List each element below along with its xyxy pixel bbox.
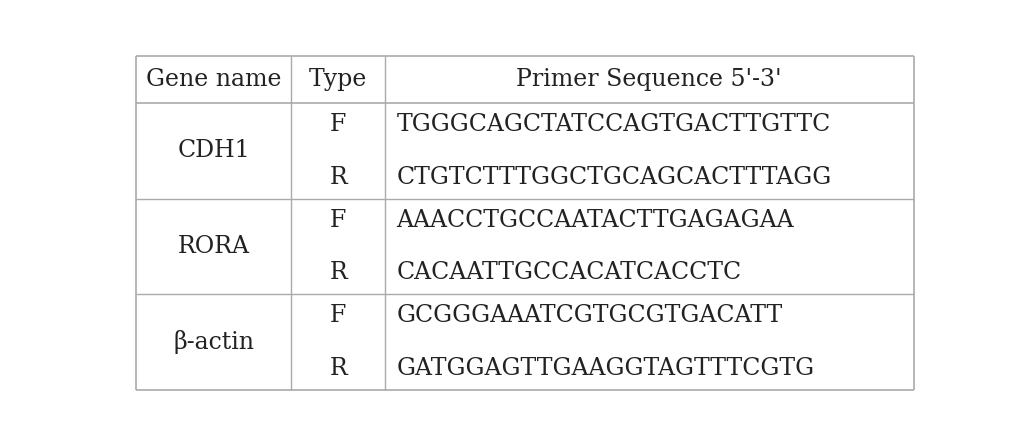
Text: F: F <box>330 113 346 136</box>
Text: Gene name: Gene name <box>146 69 282 91</box>
Text: Primer Sequence 5'-3': Primer Sequence 5'-3' <box>516 69 782 91</box>
Text: R: R <box>330 166 347 189</box>
Text: R: R <box>330 261 347 284</box>
Text: RORA: RORA <box>178 235 250 258</box>
Text: F: F <box>330 305 346 328</box>
Text: CDH1: CDH1 <box>177 139 250 163</box>
Text: AAACCTGCCAATACTTGAGAGAA: AAACCTGCCAATACTTGAGAGAA <box>396 209 794 232</box>
Text: CTGTCTTTGGCTGCAGCACTTTAGG: CTGTCTTTGGCTGCAGCACTTTAGG <box>396 166 831 189</box>
Text: R: R <box>330 357 347 380</box>
Text: Type: Type <box>309 69 368 91</box>
Text: GATGGAGTTGAAGGTAGTTTCGTG: GATGGAGTTGAAGGTAGTTTCGTG <box>396 357 815 380</box>
Text: GCGGGAAATCGTGCGTGACATT: GCGGGAAATCGTGCGTGACATT <box>396 305 782 328</box>
Text: β-actin: β-actin <box>173 330 254 354</box>
Text: CACAATTGCCACATCACCTC: CACAATTGCCACATCACCTC <box>396 261 741 284</box>
Text: TGGGCAGCTATCCAGTGACTTGTTC: TGGGCAGCTATCCAGTGACTTGTTC <box>396 113 830 136</box>
Text: F: F <box>330 209 346 232</box>
